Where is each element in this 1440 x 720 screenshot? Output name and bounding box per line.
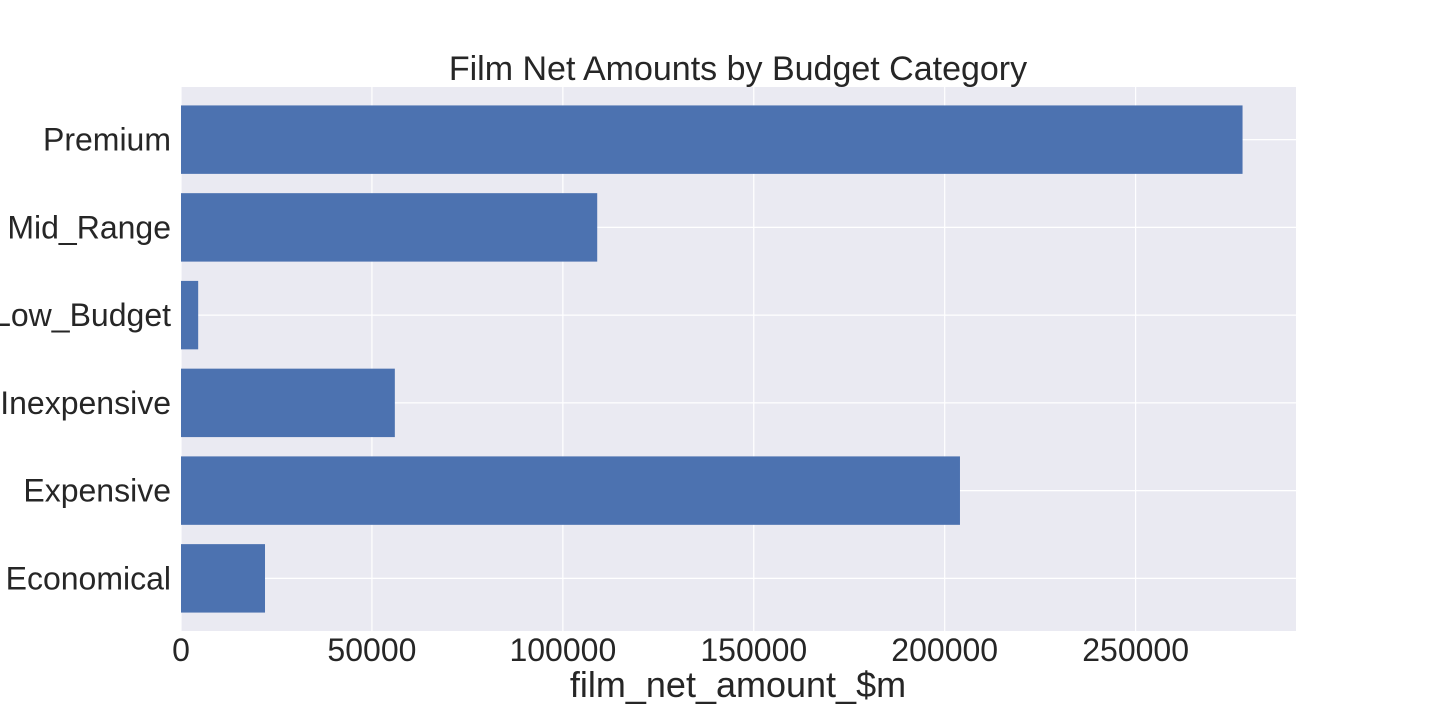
y-tick-label: Economical <box>6 560 171 596</box>
bar-premium <box>181 105 1243 174</box>
plot-area <box>181 87 1296 631</box>
bar-expensive <box>181 456 960 525</box>
x-tick-label: 100000 <box>509 632 616 668</box>
y-tick-label: Premium <box>43 122 171 158</box>
x-axis-label: film_net_amount_$m <box>570 664 906 705</box>
bar-low-budget <box>181 280 199 350</box>
bar-economical <box>181 544 266 613</box>
x-tick-label: 200000 <box>891 632 998 668</box>
x-tick-labels: 0 50000 100000 150000 200000 250000 <box>172 632 1189 668</box>
chart-title: Film Net Amounts by Budget Category <box>449 50 1027 88</box>
y-tick-labels: Economical Expensive Inexpensive Low_Budget… <box>0 122 171 597</box>
x-tick-label: 50000 <box>327 632 416 668</box>
x-tick-label: 150000 <box>700 632 807 668</box>
bar-inexpensive <box>181 368 395 438</box>
x-tick-label: 0 <box>172 632 190 668</box>
y-tick-label: Mid_Range <box>7 209 171 245</box>
y-tick-label: Expensive <box>23 473 171 509</box>
bars <box>181 105 1243 613</box>
x-tick-label: 250000 <box>1082 632 1189 668</box>
bar-mid-range <box>181 193 598 262</box>
y-tick-label: Low_Budget <box>0 297 171 333</box>
y-tick-label: Inexpensive <box>0 385 171 421</box>
